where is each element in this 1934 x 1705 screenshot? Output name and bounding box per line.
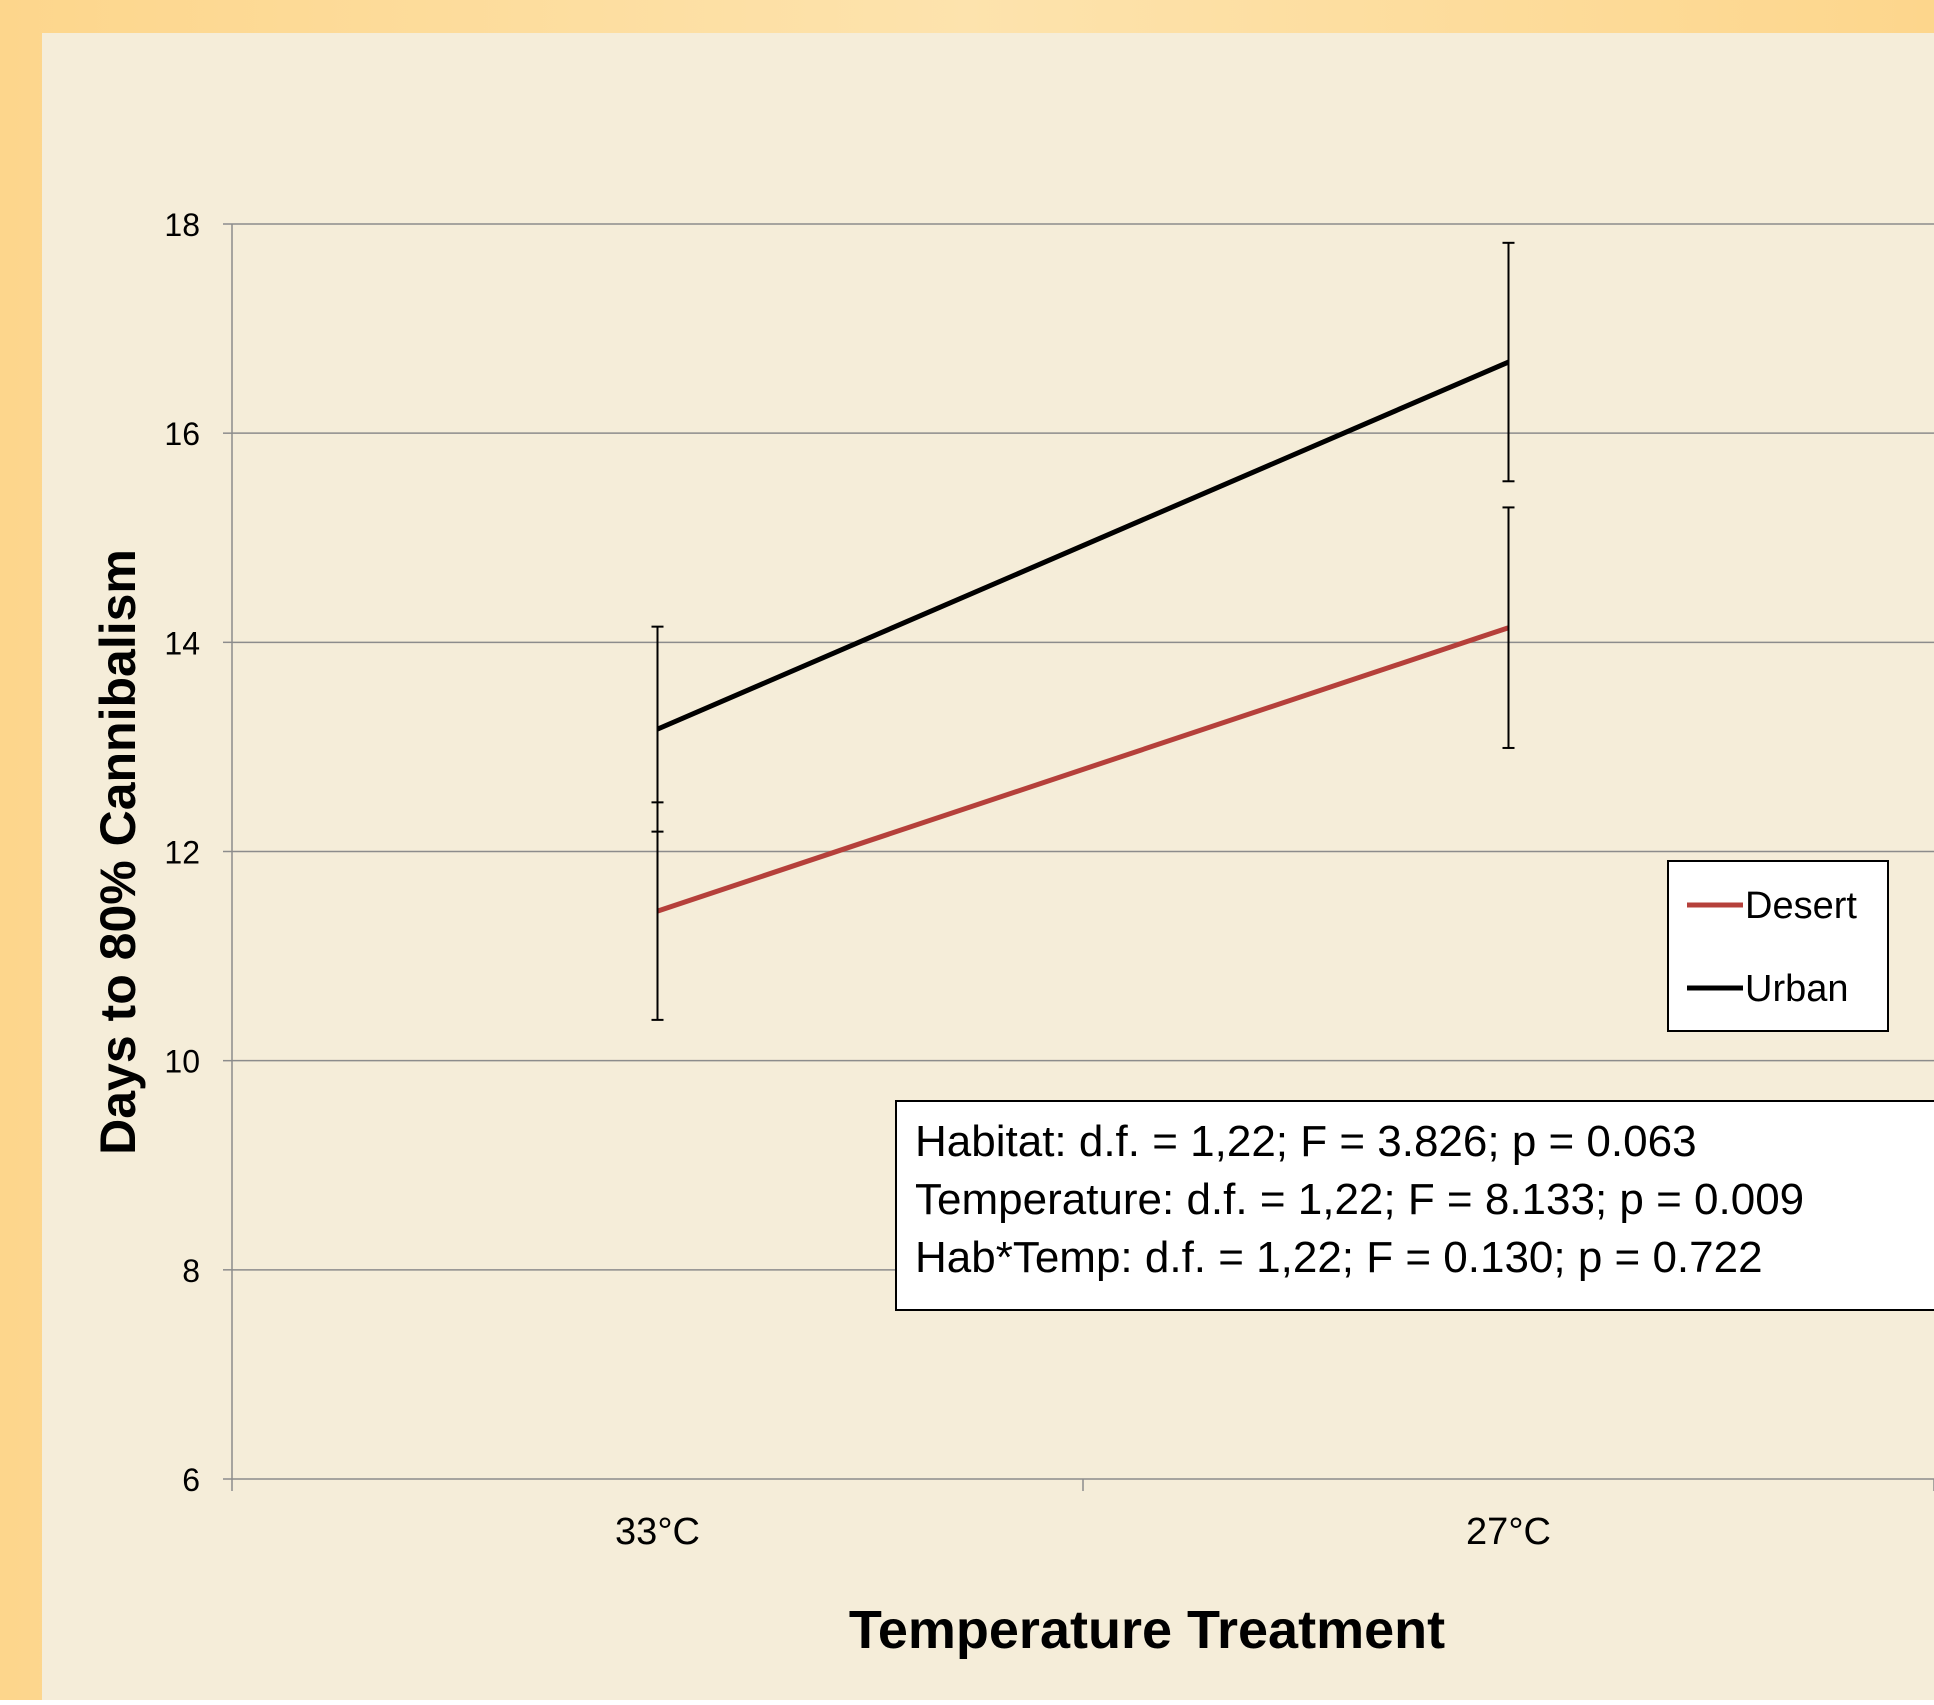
x-tick-label-0: 33°C [615, 1511, 700, 1553]
y-tick-label-12: 12 [164, 835, 200, 871]
x-tick-label-1: 27°C [1466, 1511, 1551, 1553]
y-tick-label-14: 14 [164, 625, 200, 661]
y-tick-label-10: 10 [164, 1044, 200, 1080]
error-bars [651, 241, 1515, 1021]
x-axis-label: Temperature Treatment [849, 1600, 1445, 1660]
series-line-desert [656, 625, 1510, 914]
y-tick-label-8: 8 [182, 1253, 200, 1289]
y-tick-label-16: 16 [164, 416, 200, 452]
stats-box [895, 1100, 1934, 1311]
axes [231, 224, 1934, 1491]
stats-habitat: Habitat: d.f. = 1,22; F = 3.826; p = 0.0… [915, 1117, 1697, 1166]
series-line-urban [656, 359, 1510, 732]
stats-interaction: Hab*Temp: d.f. = 1,22; F = 0.130; p = 0.… [915, 1233, 1763, 1282]
y-tick-label-6: 6 [182, 1462, 200, 1498]
x-tick-labels: 33°C 27°C [615, 1511, 1551, 1553]
stats-temperature: Temperature: d.f. = 1,22; F = 8.133; p =… [915, 1175, 1804, 1224]
plot-background [42, 33, 1934, 1700]
y-tick-labels: 6 8 10 12 14 16 18 [164, 207, 200, 1498]
legend: Desert Urban [1667, 860, 1889, 1032]
y-tick-label-18: 18 [164, 207, 200, 243]
legend-label-desert: Desert [1745, 885, 1857, 927]
stats-annotation: Habitat: d.f. = 1,22; F = 3.826; p = 0.0… [895, 1100, 1934, 1311]
y-axis-label: Days to 80% Cannibalism [90, 549, 146, 1155]
legend-label-urban: Urban [1745, 968, 1849, 1010]
legend-box [1667, 860, 1889, 1032]
series-lines [656, 359, 1510, 914]
